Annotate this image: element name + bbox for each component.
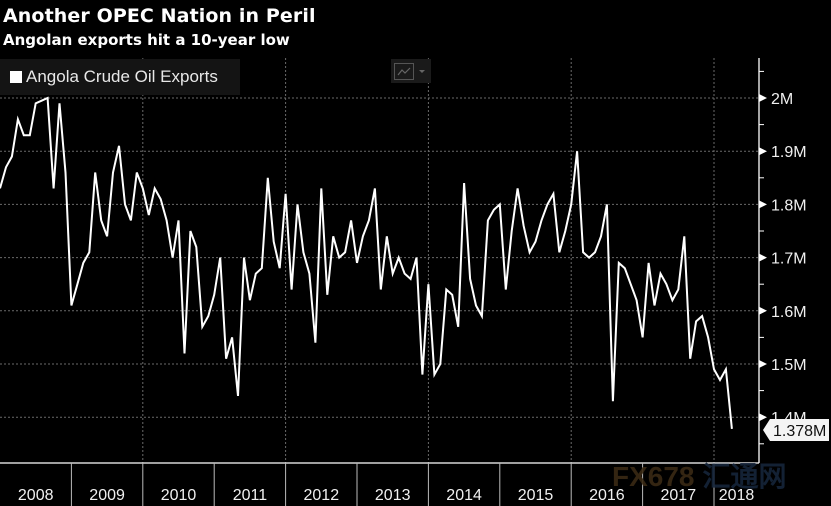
- y-tick-marker: [759, 253, 767, 262]
- legend-swatch: [10, 71, 22, 83]
- y-tick-marker: [759, 413, 767, 422]
- y-tick-marker: [759, 306, 767, 315]
- y-tick-label: 1.9M: [771, 144, 807, 161]
- legend-label: Angola Crude Oil Exports: [26, 67, 218, 86]
- x-tick-label: 2015: [518, 487, 554, 504]
- y-ticks: 2M1.9M1.8M1.7M1.6M1.5M1.4M: [759, 70, 807, 445]
- x-tick-label: 2011: [233, 487, 268, 504]
- last-value-label-text: 1.378M: [773, 423, 826, 440]
- x-tick-label: 2008: [18, 487, 54, 504]
- series-line-angola-crude-oil-exports: [0, 96, 733, 430]
- x-ticks: 2008 2009 2010 2011 2012 2013 2014 2015 2016 2017…: [18, 463, 754, 506]
- x-tick-label: 2012: [304, 487, 340, 504]
- x-tick-label: 2009: [89, 487, 125, 504]
- y-tick-marker: [759, 360, 767, 368]
- chart-subtitle: Angolan exports hit a 10-year low: [3, 31, 290, 49]
- x-tick-label: 2014: [446, 487, 482, 504]
- last-value-label-box: [763, 419, 829, 441]
- y-tick-label: 1.7M: [771, 251, 807, 268]
- x-tick-label: 2018: [719, 487, 755, 504]
- vertical-gridlines: [142, 58, 715, 463]
- horizontal-gridlines: [0, 97, 759, 418]
- x-tick-label: 2016: [589, 487, 625, 504]
- y-tick-marker: [759, 147, 767, 156]
- y-tick-label: 2M: [771, 91, 793, 108]
- line-chart-icon: [394, 62, 414, 80]
- chart-type-button[interactable]: [391, 59, 431, 83]
- y-tick-marker: [759, 200, 767, 209]
- last-value-label: 1.378M: [763, 419, 829, 441]
- y-tick-label: 1.8M: [771, 197, 807, 214]
- y-tick-label: 1.6M: [771, 304, 807, 321]
- watermark-cn: 汇通网: [702, 461, 787, 492]
- x-tick-label: 2010: [161, 487, 197, 504]
- y-tick-marker: [759, 94, 767, 102]
- chart-title: Another OPEC Nation in Peril: [3, 5, 316, 27]
- x-tick-label: 2013: [375, 487, 411, 504]
- legend[interactable]: Angola Crude Oil Exports: [0, 59, 240, 95]
- watermark: FX678 汇通网: [612, 455, 787, 495]
- x-tick-label: 2017: [661, 487, 697, 504]
- watermark-brand: FX678: [612, 461, 695, 492]
- chevron-down-icon: [419, 69, 425, 73]
- y-tick-label: 1.5M: [771, 357, 807, 374]
